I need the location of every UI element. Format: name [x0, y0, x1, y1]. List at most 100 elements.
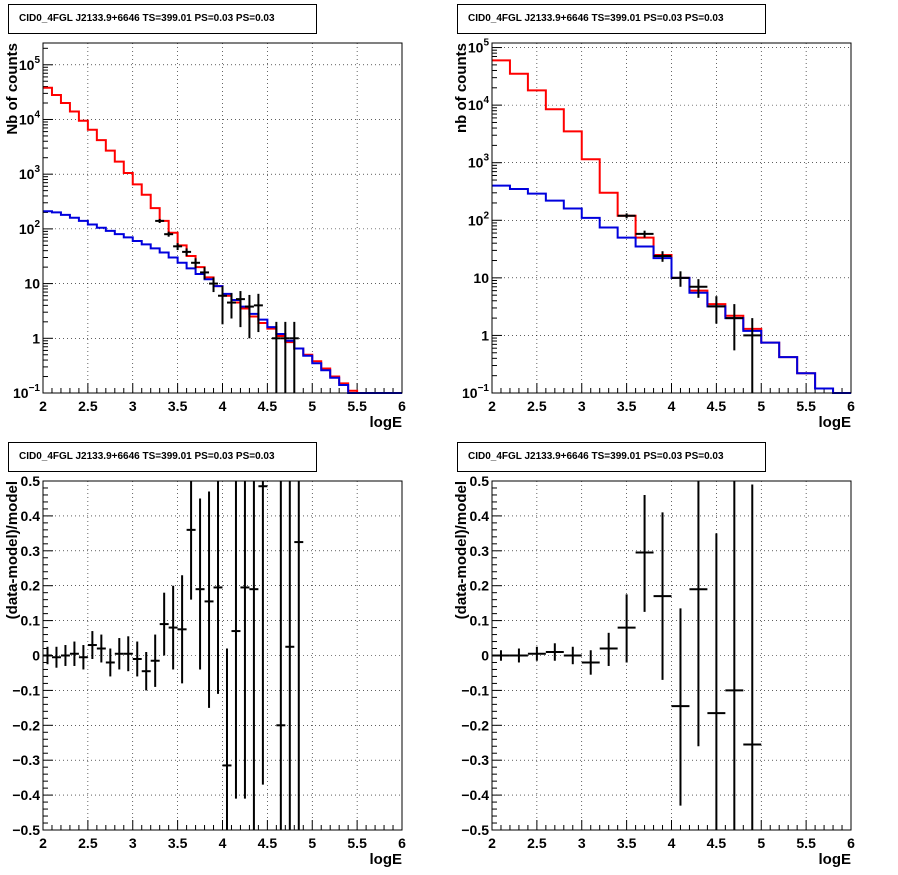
data-point	[226, 293, 236, 319]
data-point	[527, 646, 546, 661]
data-point	[177, 575, 187, 684]
data-point	[689, 279, 708, 298]
x-tick-label: 2	[488, 835, 496, 851]
y-tick-label: 0	[32, 648, 40, 664]
data-point	[707, 296, 726, 324]
data-point	[235, 291, 245, 328]
plot-frame	[491, 480, 852, 831]
y-tick-label: 0.4	[470, 508, 490, 524]
data-point	[132, 641, 142, 677]
data-point	[743, 484, 762, 830]
panel-2-title: CID0_4FGL J2133.9+6646 TS=399.01 PS=0.03…	[457, 4, 766, 34]
data-point	[78, 645, 88, 670]
y-tick-label: 0.1	[21, 613, 41, 629]
x-tick-label: 4.5	[258, 398, 278, 414]
data-point	[689, 481, 708, 747]
x-tick-label: 4.5	[707, 835, 727, 851]
plot-4: 2 2.5 3 3.5 4 4.5 5 5.5 6 −0.5 −0.4 −0.3 −0.2 −0.1 0 0.…	[453, 473, 855, 868]
data-point	[123, 636, 133, 672]
x-tick-label: 3	[129, 398, 137, 414]
data-point	[280, 321, 290, 393]
plot-frame	[42, 480, 403, 831]
data-point	[725, 481, 744, 830]
data-point	[599, 632, 618, 666]
data-point	[707, 533, 726, 830]
data-point	[218, 286, 227, 325]
panel-4-title: CID0_4FGL J2133.9+6646 TS=399.01 PS=0.03…	[457, 442, 766, 472]
data-point	[141, 652, 151, 691]
x-tick-label: 5	[757, 398, 765, 414]
y-tick-label: 0.2	[21, 578, 41, 594]
y-tick-label: 105	[468, 38, 490, 56]
data-point	[635, 494, 654, 612]
y-tick-label: 0.3	[470, 543, 490, 559]
data-point	[617, 594, 636, 663]
data-point	[195, 498, 205, 670]
y-tick-label: −0.4	[12, 787, 40, 803]
x-tick-label: 4	[668, 398, 676, 414]
y-tick-label: −0.4	[461, 787, 489, 803]
data-point	[289, 321, 299, 393]
x-tick-label: 6	[847, 835, 855, 851]
y-tick-label: 102	[468, 210, 490, 228]
data-point	[231, 481, 241, 799]
x-axis-title: logE	[370, 851, 403, 868]
y-tick-label: 0.5	[470, 473, 490, 489]
data-point	[200, 267, 210, 280]
y-tick-label: 0	[481, 648, 489, 664]
y-tick-label: 1	[481, 327, 489, 343]
x-tick-label: 4.5	[258, 835, 278, 851]
data-point	[173, 243, 183, 251]
x-tick-label: 3	[578, 835, 586, 851]
y-tick-label: 0.1	[470, 613, 490, 629]
data-point	[244, 294, 254, 339]
data-point	[51, 646, 61, 668]
x-tick-label: 5.5	[347, 835, 367, 851]
y-tick-label: 0.2	[470, 578, 490, 594]
data-point	[240, 481, 250, 799]
data-point	[60, 645, 70, 666]
data-point	[182, 248, 192, 256]
data-point	[258, 481, 268, 785]
x-tick-label: 5	[308, 398, 316, 414]
y-tick-label: −0.2	[461, 717, 489, 733]
y-axis-title: nb of counts	[453, 43, 470, 133]
data-point	[545, 643, 564, 661]
x-tick-label: 3	[578, 398, 586, 414]
x-axis-title: logE	[819, 851, 852, 868]
y-tick-label: −0.1	[12, 682, 40, 698]
data-point	[635, 230, 654, 238]
y-tick-label: −0.1	[461, 682, 489, 698]
data-point	[563, 646, 582, 665]
data-point	[492, 650, 510, 661]
y-tick-label: 0.4	[21, 508, 41, 524]
x-tick-label: 2	[488, 398, 496, 414]
data-point	[725, 304, 744, 351]
histogram-source-model	[492, 184, 851, 394]
x-tick-label: 4	[219, 398, 227, 414]
x-tick-label: 5	[308, 835, 316, 851]
x-tick-label: 6	[398, 835, 406, 851]
data-point	[617, 213, 636, 219]
x-tick-label: 3.5	[168, 835, 188, 851]
data-point	[164, 231, 174, 237]
data-point	[671, 608, 690, 806]
y-tick-label: −0.5	[461, 822, 489, 838]
data-point	[191, 258, 201, 269]
y-tick-label: 10−1	[13, 383, 40, 401]
x-tick-label: 2	[39, 398, 47, 414]
y-tick-label: 10−1	[462, 383, 489, 401]
data-point	[186, 481, 196, 600]
x-tick-label: 2.5	[527, 835, 547, 851]
data-point	[105, 648, 115, 677]
data-point	[743, 318, 762, 393]
data-point	[271, 321, 281, 393]
x-tick-label: 4.5	[707, 398, 727, 414]
y-tick-label: −0.3	[461, 752, 489, 768]
x-tick-label: 2.5	[78, 835, 98, 851]
x-tick-label: 2.5	[78, 398, 98, 414]
y-tick-label: 102	[19, 219, 41, 237]
data-point	[294, 481, 304, 830]
y-axis-title: Nb of counts	[4, 43, 21, 135]
